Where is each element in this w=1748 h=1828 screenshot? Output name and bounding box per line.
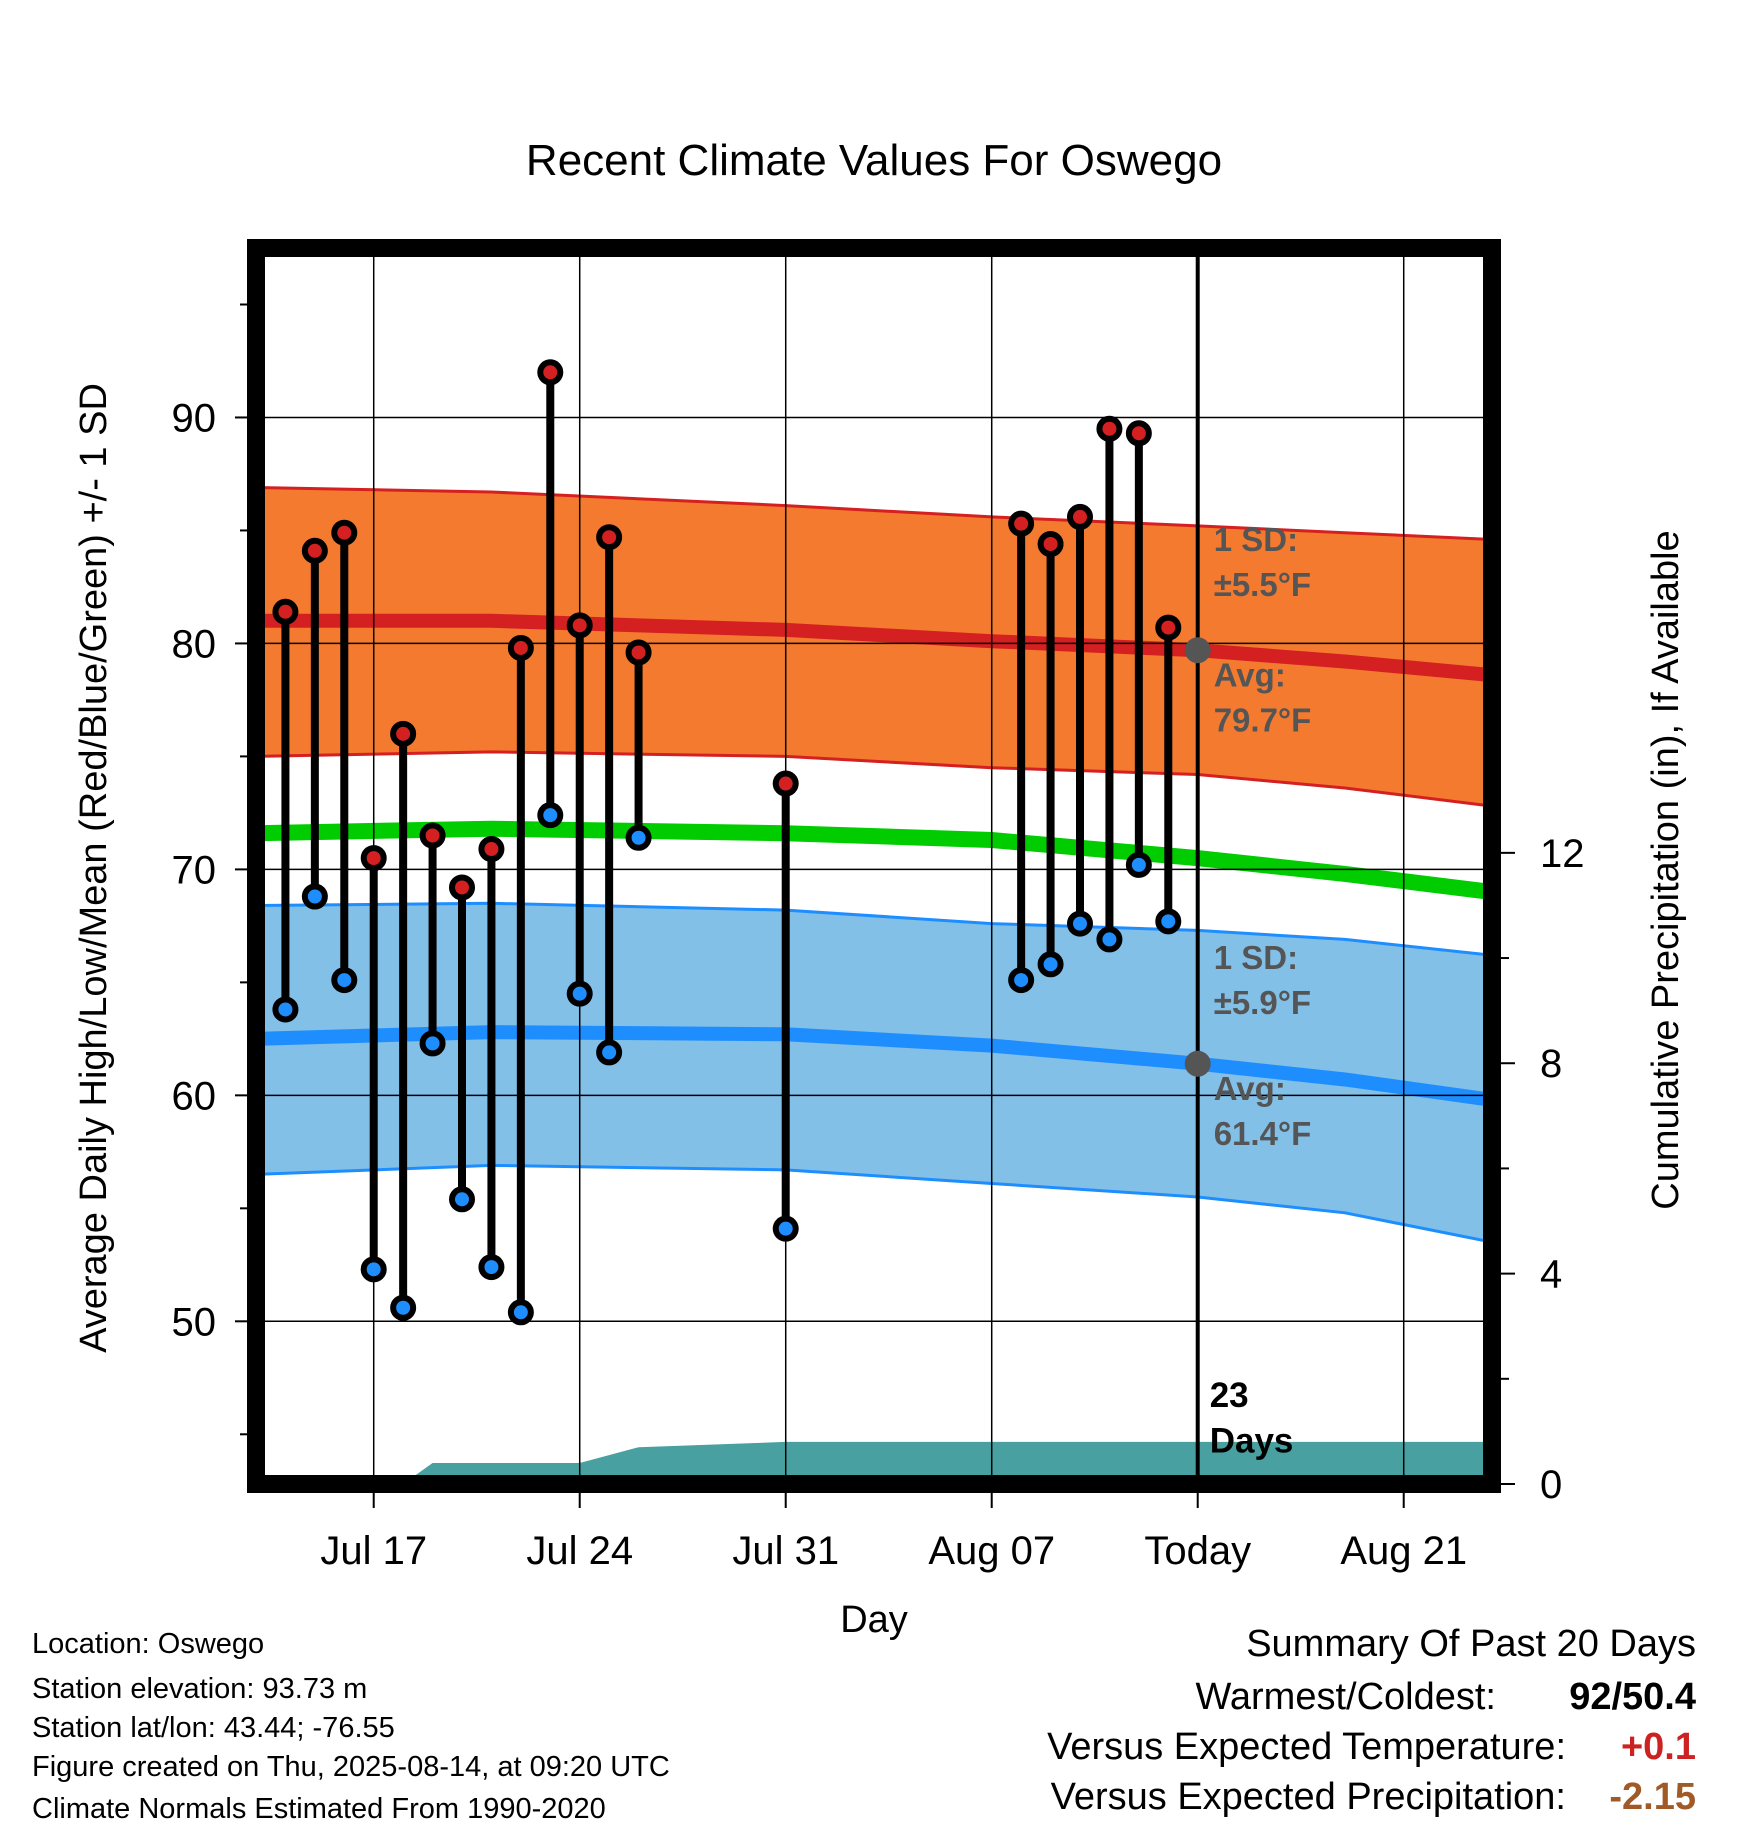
daily-low-point — [419, 1030, 446, 1057]
precip-vs-expected-value: -2.15 — [1609, 1776, 1696, 1818]
summary-title: Summary Of Past 20 Days — [1246, 1623, 1696, 1665]
days-count-annotation: 23 — [1210, 1376, 1249, 1415]
daily-high-point — [507, 634, 534, 661]
chart-title: Recent Climate Values For Oswego — [526, 136, 1222, 185]
daily-high-point — [537, 359, 564, 386]
x-tick-label: Jul 24 — [526, 1529, 633, 1573]
daily-high-point — [301, 537, 328, 564]
y2-tick-label: 0 — [1540, 1463, 1562, 1507]
high-avg-annotation: Avg: — [1214, 656, 1286, 693]
daily-high-point — [566, 612, 593, 639]
daily-high-point — [360, 845, 387, 872]
location-text: Location: Oswego — [32, 1628, 265, 1660]
daily-low-point — [301, 883, 328, 910]
y2-tick-label: 8 — [1540, 1042, 1562, 1086]
temp-vs-expected-value: +0.1 — [1620, 1726, 1696, 1768]
y-tick-label: 50 — [172, 1300, 217, 1344]
daily-high-point — [419, 822, 446, 849]
high-sd-band — [256, 487, 1492, 807]
today-low-avg-marker — [1184, 1050, 1211, 1077]
daily-high-point — [1125, 420, 1152, 447]
daily-low-point — [478, 1254, 505, 1281]
daily-low-point — [1096, 926, 1123, 953]
y-tick-label: 70 — [172, 848, 217, 892]
y-axis-label: Average Daily High/Low/Mean (Red/Blue/Gr… — [73, 383, 115, 1353]
warmest-label: Warmest/Coldest: — [1195, 1676, 1496, 1718]
daily-low-point — [537, 802, 564, 829]
x-tick-label: Aug 07 — [928, 1529, 1055, 1573]
x-tick-label: Jul 31 — [732, 1529, 839, 1573]
daily-high-point — [1155, 614, 1182, 641]
low-sd-annotation: 1 SD: — [1214, 939, 1298, 976]
daily-low-point — [331, 967, 358, 994]
warmest-value: 92/50.4 — [1569, 1676, 1696, 1718]
daily-high-point — [1008, 510, 1035, 537]
daily-high-point — [478, 836, 505, 863]
created-text: Figure created on Thu, 2025-08-14, at 09… — [32, 1751, 670, 1783]
daily-high-point — [1067, 503, 1093, 530]
daily-high-point — [625, 639, 652, 666]
plot-area — [256, 248, 1492, 1484]
high-avg-value-annotation: 79.7°F — [1214, 702, 1312, 739]
x-tick-label: Jul 17 — [320, 1529, 427, 1573]
y-tick-label: 90 — [172, 396, 217, 440]
daily-high-point — [331, 519, 358, 546]
y-tick-label: 80 — [172, 622, 217, 666]
daily-high-point — [449, 874, 475, 901]
daily-low-point — [449, 1186, 475, 1213]
daily-high-point — [1096, 415, 1123, 442]
daily-low-point — [1067, 910, 1093, 937]
daily-high-point — [272, 598, 299, 625]
x-tick-label: Aug 21 — [1340, 1529, 1467, 1573]
elevation-text: Station elevation: 93.73 m — [32, 1673, 368, 1705]
daily-high-point — [1037, 531, 1064, 558]
high-sd-annotation: 1 SD: — [1214, 521, 1298, 558]
today-high-avg-marker — [1184, 637, 1211, 664]
low-sd-value-annotation: ±5.9°F — [1214, 984, 1311, 1021]
precip-area — [256, 1441, 1492, 1484]
low-sd-band — [256, 903, 1492, 1243]
high-sd-value-annotation: ±5.5°F — [1214, 566, 1311, 603]
daily-low-point — [360, 1256, 387, 1283]
daily-low-point — [566, 980, 593, 1007]
daily-high-point — [772, 770, 799, 797]
x-tick-label: Today — [1144, 1529, 1251, 1573]
daily-low-point — [1037, 951, 1064, 978]
latlon-text: Station lat/lon: 43.44; -76.55 — [32, 1712, 395, 1744]
daily-high-point — [596, 524, 623, 551]
daily-low-point — [1155, 908, 1182, 935]
daily-low-point — [625, 824, 652, 851]
temp-vs-expected-label: Versus Expected Temperature: — [1047, 1726, 1566, 1768]
y2-axis-label: Cumulative Precipitation (in), If Availa… — [1645, 530, 1687, 1209]
y-tick-label: 60 — [172, 1074, 217, 1118]
low-avg-value-annotation: 61.4°F — [1214, 1115, 1312, 1152]
daily-low-point — [507, 1299, 534, 1326]
y2-tick-label: 4 — [1540, 1253, 1562, 1297]
daily-low-point — [1008, 967, 1035, 994]
normals-text: Climate Normals Estimated From 1990-2020 — [32, 1793, 606, 1825]
daily-low-point — [772, 1215, 799, 1242]
daily-high-point — [390, 720, 417, 747]
daily-low-point — [272, 996, 299, 1023]
days-label-annotation: Days — [1210, 1421, 1294, 1460]
plot-frame — [247, 239, 1501, 1493]
low-avg-annotation: Avg: — [1214, 1070, 1286, 1107]
daily-low-point — [596, 1039, 623, 1066]
y2-tick-label: 12 — [1540, 832, 1585, 876]
x-axis-label: Day — [840, 1599, 908, 1641]
daily-low-point — [390, 1294, 417, 1321]
daily-low-point — [1125, 851, 1152, 878]
precip-vs-expected-label: Versus Expected Precipitation: — [1050, 1776, 1566, 1818]
